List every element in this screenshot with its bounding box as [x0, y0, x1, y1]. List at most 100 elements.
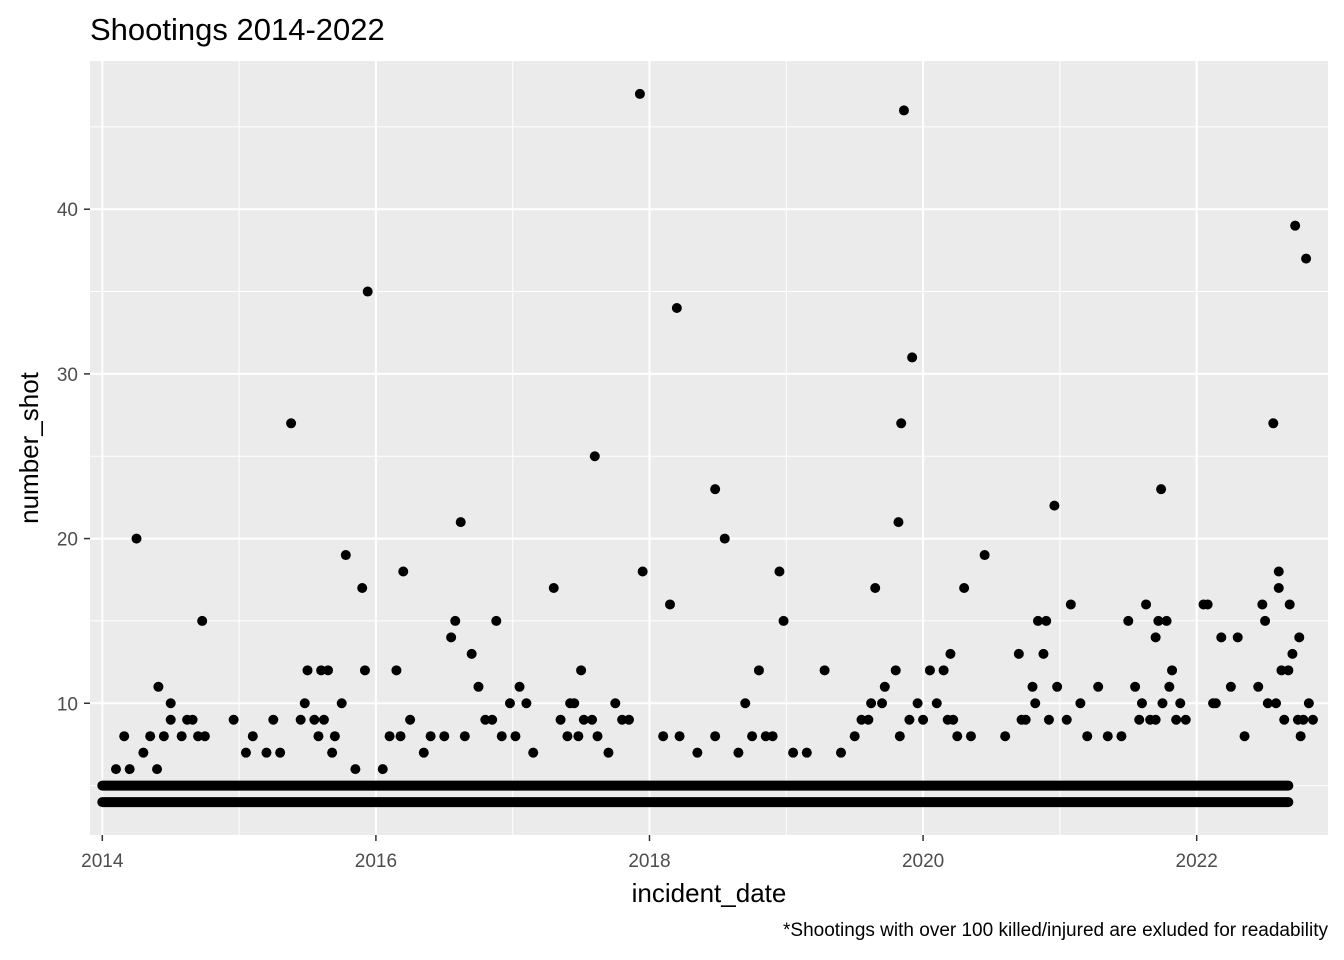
data-point — [1052, 681, 1063, 692]
data-point — [528, 747, 539, 758]
data-point — [1157, 698, 1168, 709]
data-point — [187, 714, 198, 725]
data-point — [1202, 599, 1213, 610]
data-point — [510, 731, 521, 742]
data-point — [327, 747, 338, 758]
data-point — [1273, 582, 1284, 593]
data-point — [692, 747, 703, 758]
data-point — [1262, 698, 1273, 709]
data-point — [877, 698, 888, 709]
data-point — [890, 665, 901, 676]
data-point — [268, 714, 279, 725]
data-point — [459, 731, 470, 742]
baseline-bands — [97, 780, 1294, 808]
data-point — [1301, 253, 1312, 264]
data-point — [384, 731, 395, 742]
data-point — [893, 517, 904, 528]
data-point — [247, 731, 258, 742]
data-point — [819, 665, 830, 676]
data-point — [1020, 714, 1031, 725]
data-point — [1013, 648, 1024, 659]
data-point — [603, 747, 614, 758]
data-point — [938, 665, 949, 676]
data-point — [275, 747, 286, 758]
data-point — [240, 747, 251, 758]
data-point — [450, 615, 461, 626]
data-point — [1210, 698, 1221, 709]
data-point — [587, 714, 598, 725]
data-point — [466, 648, 477, 659]
data-point — [491, 615, 502, 626]
data-point — [1167, 665, 1178, 676]
data-point — [395, 731, 406, 742]
data-point — [1134, 714, 1145, 725]
data-point — [1156, 484, 1167, 495]
data-point — [1123, 615, 1134, 626]
data-point — [1038, 648, 1049, 659]
data-point — [1000, 731, 1011, 742]
data-point — [1150, 632, 1161, 643]
data-point — [1292, 714, 1303, 725]
data-point — [665, 599, 676, 610]
data-point — [959, 582, 970, 593]
data-point — [377, 764, 388, 775]
data-point — [359, 665, 370, 676]
data-point — [323, 665, 334, 676]
data-point — [898, 105, 909, 116]
data-point — [548, 582, 559, 593]
data-point — [747, 731, 758, 742]
data-points — [110, 88, 1318, 775]
data-point — [439, 731, 450, 742]
data-point — [165, 698, 176, 709]
data-point — [904, 714, 915, 725]
data-point — [496, 731, 507, 742]
data-point — [446, 632, 457, 643]
data-point — [521, 698, 532, 709]
x-tick-label: 2016 — [355, 851, 397, 872]
x-tick-label: 2020 — [902, 851, 944, 872]
data-point — [1283, 665, 1294, 676]
data-point — [836, 747, 847, 758]
data-point — [617, 714, 628, 725]
data-point — [1130, 681, 1141, 692]
data-point — [1032, 615, 1043, 626]
data-point — [357, 582, 368, 593]
data-point — [199, 731, 210, 742]
data-point — [918, 714, 929, 725]
data-point — [514, 681, 525, 692]
data-point — [1161, 615, 1172, 626]
data-point — [1253, 681, 1264, 692]
data-point — [710, 731, 721, 742]
data-point — [637, 566, 648, 577]
data-point — [1102, 731, 1113, 742]
data-point — [1287, 648, 1298, 659]
data-point — [138, 747, 149, 758]
data-point — [658, 731, 669, 742]
data-point — [286, 418, 297, 429]
data-point — [931, 698, 942, 709]
data-point — [119, 731, 130, 742]
data-point — [1268, 418, 1279, 429]
data-point — [866, 698, 877, 709]
data-point — [555, 714, 566, 725]
data-point — [152, 764, 163, 775]
data-point — [418, 747, 429, 758]
data-point — [767, 731, 778, 742]
data-point — [1164, 681, 1175, 692]
data-point — [1153, 615, 1164, 626]
x-axis-title: incident_date — [632, 878, 787, 908]
data-point — [894, 731, 905, 742]
data-point — [329, 731, 340, 742]
y-tick-label: 40 — [57, 200, 78, 221]
data-point — [1216, 632, 1227, 643]
data-point — [228, 714, 239, 725]
data-point — [849, 731, 860, 742]
data-point — [965, 731, 976, 742]
data-point — [879, 681, 890, 692]
data-point — [1273, 566, 1284, 577]
data-point — [1061, 714, 1072, 725]
chart-title: Shootings 2014-2022 — [90, 12, 385, 47]
data-point — [110, 764, 121, 775]
y-axis: 10 20 30 40 — [57, 200, 90, 715]
data-point — [405, 714, 416, 725]
